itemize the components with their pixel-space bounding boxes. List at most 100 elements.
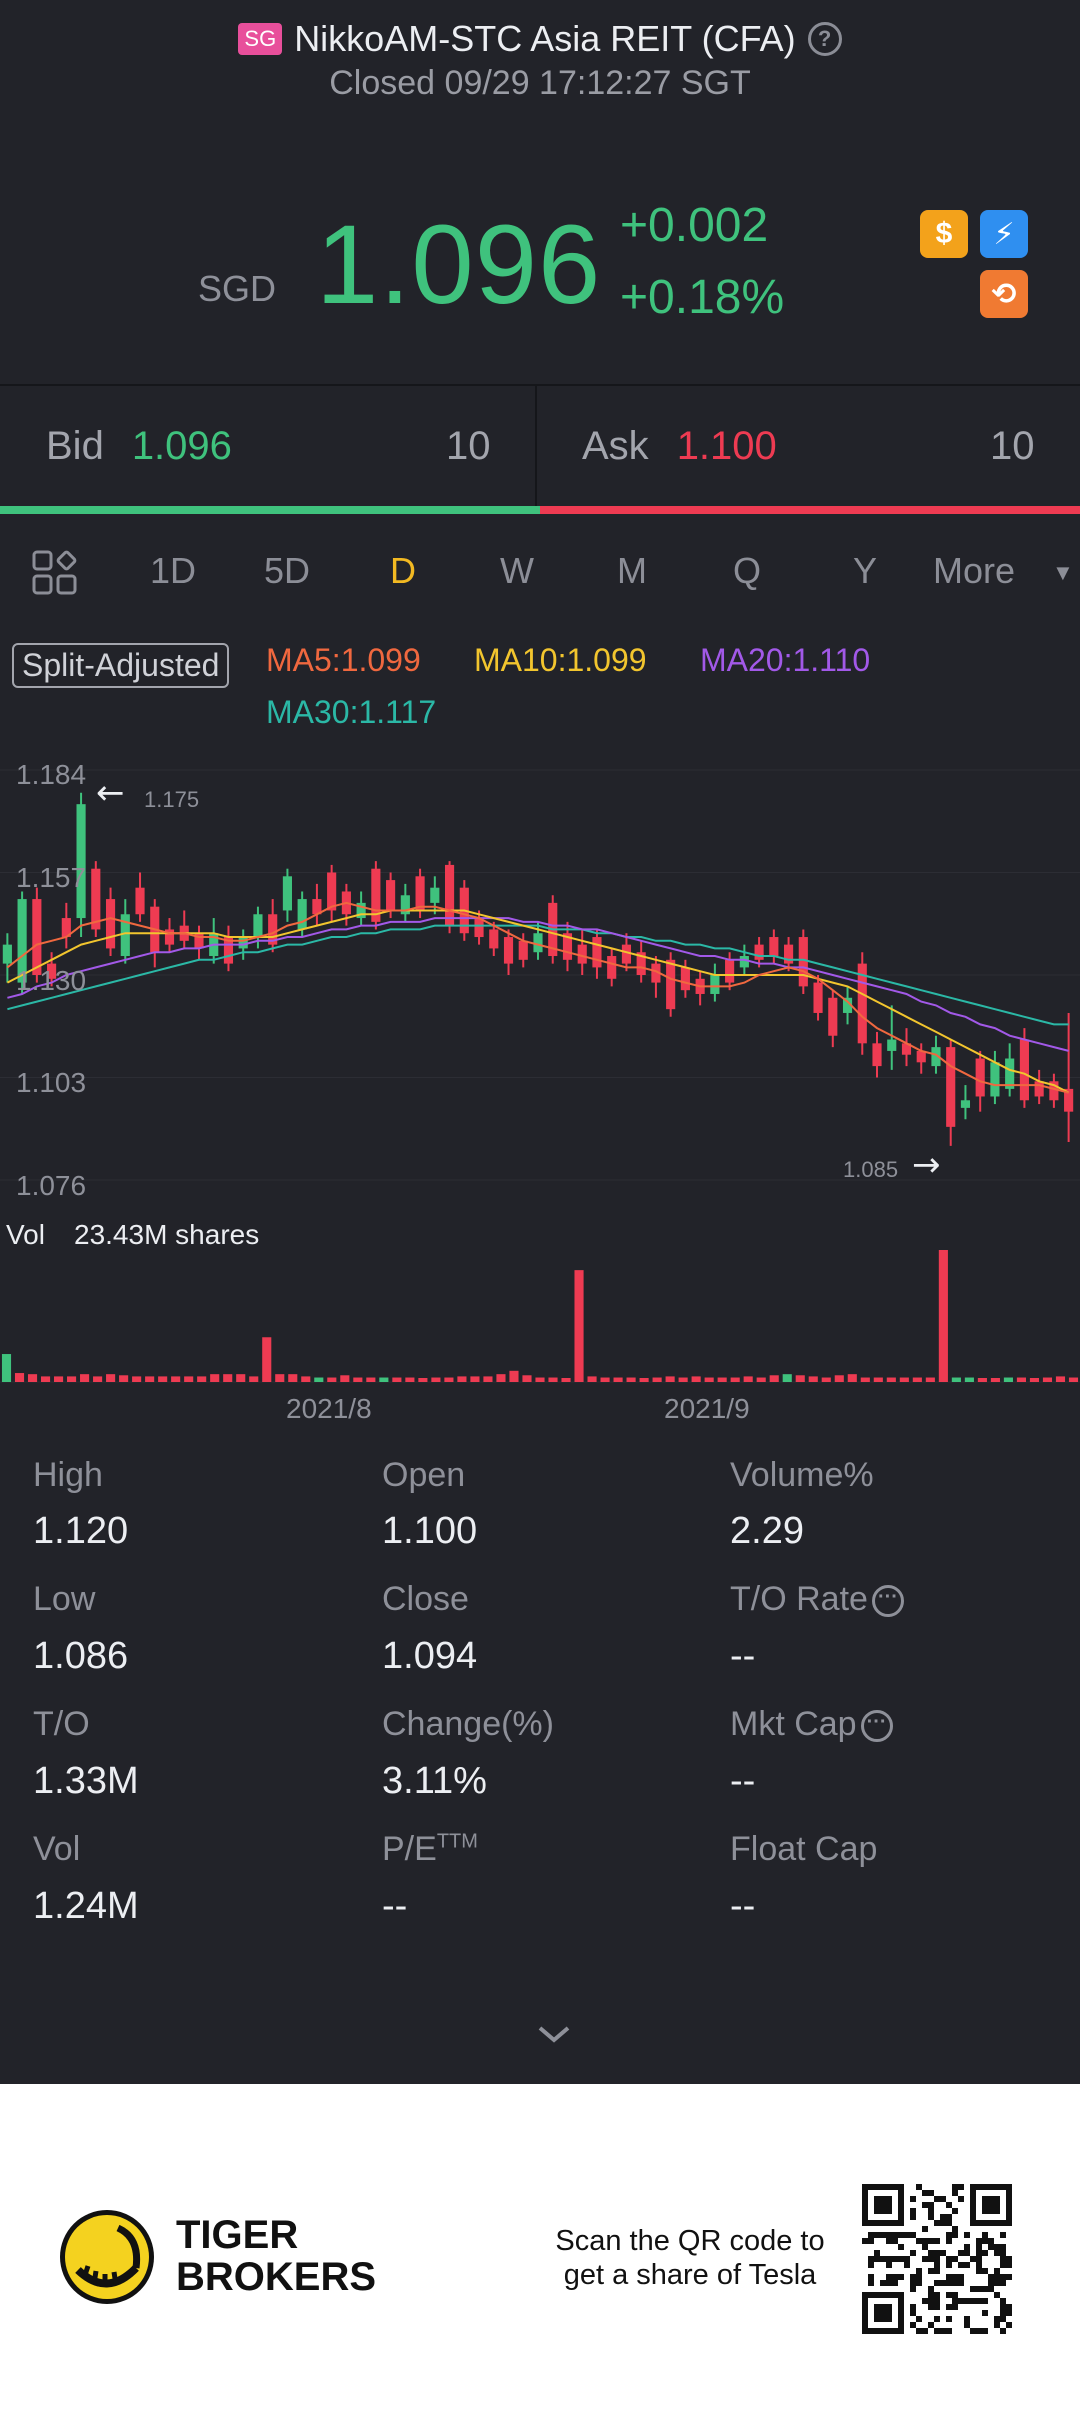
qr-module	[946, 2232, 952, 2238]
qr-module	[1006, 2304, 1012, 2310]
volume-bar	[652, 1377, 662, 1382]
volume-bar	[691, 1376, 701, 1382]
candle-body	[2, 944, 12, 964]
qr-module	[874, 2256, 880, 2262]
qr-module	[868, 2280, 874, 2286]
volume-bar	[678, 1377, 688, 1382]
qr-module	[1000, 2274, 1006, 2280]
candle-body	[710, 975, 720, 994]
tab-monthly[interactable]: M	[617, 550, 647, 591]
volume-bar	[1068, 1377, 1079, 1382]
qr-module	[928, 2208, 934, 2214]
qr-module	[988, 2238, 994, 2244]
qr-module	[928, 2256, 934, 2262]
candle-body	[503, 937, 514, 964]
stat-label-high: High	[33, 1456, 103, 1494]
tab-daily[interactable]: D	[390, 550, 416, 591]
qr-module	[922, 2238, 928, 2244]
candle-body	[901, 1043, 912, 1055]
qr-module	[982, 2250, 988, 2256]
candle-body	[444, 864, 455, 926]
price-change: +0.002	[620, 199, 769, 252]
qr-module	[916, 2274, 922, 2280]
qr-module	[916, 2280, 922, 2286]
period-tabs: 1D 5D D W M Q Y More ▼	[0, 530, 1080, 614]
candle-body	[975, 1058, 985, 1097]
candle-body	[282, 876, 292, 911]
stat-value-vol: 1.24M	[33, 1885, 139, 1927]
swap-icon[interactable]: ⟲	[980, 270, 1028, 318]
help-icon[interactable]: ?	[807, 22, 842, 56]
qr-module	[1000, 2250, 1006, 2256]
tab-5d[interactable]: 5D	[264, 550, 311, 591]
candle-body	[990, 1062, 1000, 1097]
volume-bar	[951, 1377, 961, 1382]
qr-module	[910, 2274, 916, 2280]
qr-module	[874, 2232, 880, 2238]
stat-value-low: 1.086	[33, 1635, 129, 1677]
qr-module	[994, 2268, 1000, 2274]
qr-module	[886, 2262, 892, 2268]
qr-module	[898, 2244, 904, 2250]
qr-module	[994, 2250, 1000, 2256]
qr-module	[934, 2256, 940, 2262]
volume-bar	[67, 1376, 77, 1382]
qr-caption: Scan the QR code to get a share of Tesla	[540, 2224, 840, 2292]
candle-body	[607, 956, 617, 979]
chevron-down-icon[interactable]: ▼	[1052, 560, 1074, 585]
qr-module	[934, 2262, 940, 2268]
volume-bar	[1029, 1378, 1040, 1382]
layout-grid-icon[interactable]	[32, 550, 78, 596]
qr-module	[880, 2232, 886, 2238]
stat-value-volume-pct: 2.29	[730, 1510, 804, 1552]
tab-yearly[interactable]: Y	[853, 550, 878, 591]
divider	[0, 384, 1080, 386]
qr-module	[928, 2304, 934, 2310]
candle-body	[680, 967, 690, 991]
qr-module	[916, 2328, 922, 2334]
brand-line-1: TIGER	[176, 2213, 299, 2257]
stat-value-open: 1.100	[382, 1510, 478, 1552]
qr-module	[1000, 2256, 1006, 2262]
dollar-icon[interactable]: $	[920, 210, 968, 258]
candle-body	[400, 895, 410, 915]
lightning-icon[interactable]: ⚡	[980, 210, 1028, 258]
qr-module	[988, 2286, 994, 2292]
volume-bar	[847, 1374, 857, 1382]
more-info-icon[interactable]: ···	[871, 1585, 904, 1618]
more-info-icon[interactable]: ···	[860, 1710, 893, 1743]
qr-module	[982, 2310, 988, 2316]
volume-bar	[210, 1374, 220, 1382]
candle-body	[120, 914, 130, 957]
volume-bar	[93, 1376, 103, 1382]
ask-panel[interactable]: Ask 1.100	[582, 386, 777, 506]
volume-bar	[379, 1377, 389, 1382]
qr-module	[958, 2298, 964, 2304]
tab-1d[interactable]: 1D	[150, 550, 197, 591]
bid-label: Bid	[46, 423, 104, 468]
qr-module	[868, 2256, 874, 2262]
qr-module	[934, 2316, 940, 2322]
stat-label-turnover: T/O	[33, 1705, 90, 1743]
split-adjusted-button[interactable]: Split-Adjusted	[12, 643, 230, 688]
volume-bar	[171, 1376, 181, 1382]
volume-bar	[1016, 1377, 1026, 1382]
tab-more[interactable]: More	[933, 550, 1016, 591]
bid-panel[interactable]: Bid 1.096	[46, 386, 232, 506]
candlestick-chart[interactable]: 1.184 1.157 1.130 1.103 1.076 ← 1.175 1.…	[0, 740, 1080, 1440]
qr-module	[928, 2250, 934, 2256]
qr-module	[934, 2238, 940, 2244]
volume-bar	[392, 1377, 402, 1382]
volume-label: Vol	[6, 1219, 45, 1250]
tab-quarterly[interactable]: Q	[733, 550, 762, 591]
tab-weekly[interactable]: W	[500, 550, 534, 591]
qr-module	[952, 2256, 958, 2262]
candle-body	[238, 937, 248, 949]
qr-module	[934, 2250, 940, 2256]
qr-module	[982, 2286, 988, 2292]
promo-footer: TIGER BROKERS Scan the QR code to get a …	[0, 2084, 1080, 2429]
candle-body	[577, 944, 587, 964]
volume-bar	[1003, 1377, 1013, 1382]
expand-chevron-icon[interactable]	[536, 2022, 572, 2046]
qr-module	[1000, 2244, 1006, 2250]
